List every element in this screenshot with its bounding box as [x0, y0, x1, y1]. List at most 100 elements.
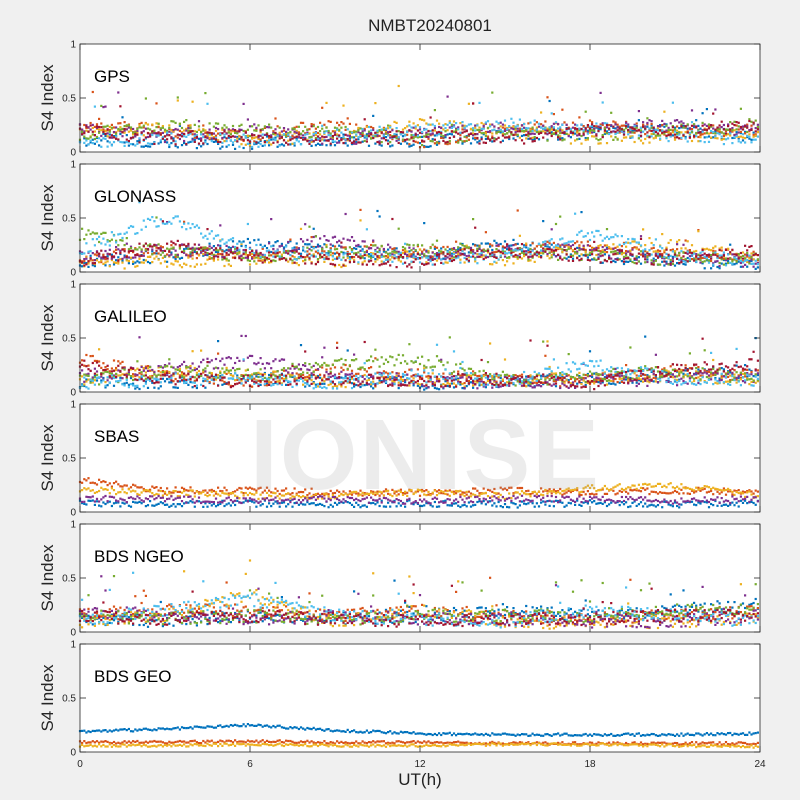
data-point: [646, 125, 649, 128]
data-point: [217, 255, 220, 258]
data-point: [663, 251, 666, 254]
data-point: [727, 259, 730, 263]
data-point: [153, 252, 156, 255]
data-point: [353, 256, 356, 259]
data-point: [221, 383, 224, 386]
data-point: [367, 253, 371, 256]
data-point: [478, 139, 481, 142]
data-point: [744, 253, 747, 256]
data-point: [200, 139, 203, 142]
data-point: [616, 126, 619, 129]
data-point: [319, 245, 322, 248]
data-point: [540, 130, 543, 133]
data-point: [208, 381, 211, 384]
data-point: [707, 259, 711, 263]
data-point: [631, 381, 634, 384]
data-point: [731, 142, 734, 145]
data-point: [440, 261, 443, 264]
data-point: [310, 135, 313, 138]
data-point: [370, 243, 373, 247]
data-point: [140, 250, 143, 253]
data-point: [168, 126, 171, 129]
data-point: [136, 264, 139, 268]
data-point: [129, 137, 133, 140]
data-point: [510, 133, 513, 136]
data-point: [276, 141, 279, 144]
data-point: [410, 133, 413, 137]
data-point: [707, 135, 711, 138]
data-point: [756, 258, 759, 261]
data-point: [346, 253, 349, 256]
data-point: [565, 242, 568, 245]
data-point: [433, 138, 436, 141]
data-point: [695, 249, 698, 253]
data-point: [739, 130, 742, 133]
data-point: [110, 123, 113, 126]
data-point: [720, 135, 723, 138]
data-point: [401, 140, 405, 143]
data-point: [163, 135, 167, 138]
data-point: [614, 136, 617, 139]
data-point: [295, 246, 298, 249]
data-point: [157, 243, 160, 246]
data-point: [741, 265, 745, 268]
data-point: [652, 250, 655, 253]
data-point: [484, 242, 487, 245]
data-point: [174, 143, 177, 146]
data-point: [472, 252, 475, 255]
data-point: [189, 130, 192, 133]
data-point: [727, 137, 730, 140]
data-point: [191, 138, 194, 141]
data-point: [474, 226, 477, 229]
data-point: [310, 249, 313, 252]
data-point: [476, 124, 479, 127]
data-point: [102, 362, 105, 365]
data-point: [559, 215, 562, 218]
data-point: [106, 239, 109, 242]
data-point: [321, 246, 324, 249]
data-point: [276, 251, 279, 255]
data-point: [625, 125, 628, 128]
data-point: [268, 139, 271, 142]
data-point: [238, 128, 241, 131]
data-point: [299, 227, 303, 230]
data-point: [204, 262, 207, 265]
data-point: [537, 242, 541, 245]
data-point: [123, 144, 126, 147]
data-point: [722, 368, 725, 371]
data-point: [512, 262, 515, 265]
data-point: [195, 386, 198, 390]
data-point: [431, 123, 434, 126]
data-point: [546, 244, 549, 247]
data-point: [716, 265, 719, 269]
data-point: [699, 251, 702, 254]
data-point: [100, 145, 103, 148]
data-point: [503, 133, 507, 136]
data-point: [138, 255, 141, 258]
data-point: [236, 137, 239, 140]
data-point: [238, 248, 241, 251]
data-point: [537, 125, 541, 128]
data-point: [469, 381, 473, 384]
data-point: [603, 248, 606, 252]
data-point: [527, 258, 530, 261]
data-point: [540, 123, 543, 126]
data-point: [174, 257, 177, 260]
data-point: [219, 140, 222, 144]
data-point: [646, 131, 649, 134]
data-point: [380, 131, 383, 134]
data-point: [91, 259, 94, 262]
data-point: [325, 252, 328, 255]
data-point: [123, 232, 126, 235]
data-point: [89, 254, 92, 257]
data-point: [669, 133, 672, 136]
data-point: [172, 256, 175, 259]
data-point: [231, 143, 235, 146]
data-point: [465, 385, 468, 388]
data-point: [569, 136, 572, 139]
data-point: [629, 253, 632, 257]
data-point: [155, 246, 158, 249]
data-point: [306, 128, 309, 131]
data-point: [316, 131, 320, 135]
data-point: [465, 130, 468, 133]
